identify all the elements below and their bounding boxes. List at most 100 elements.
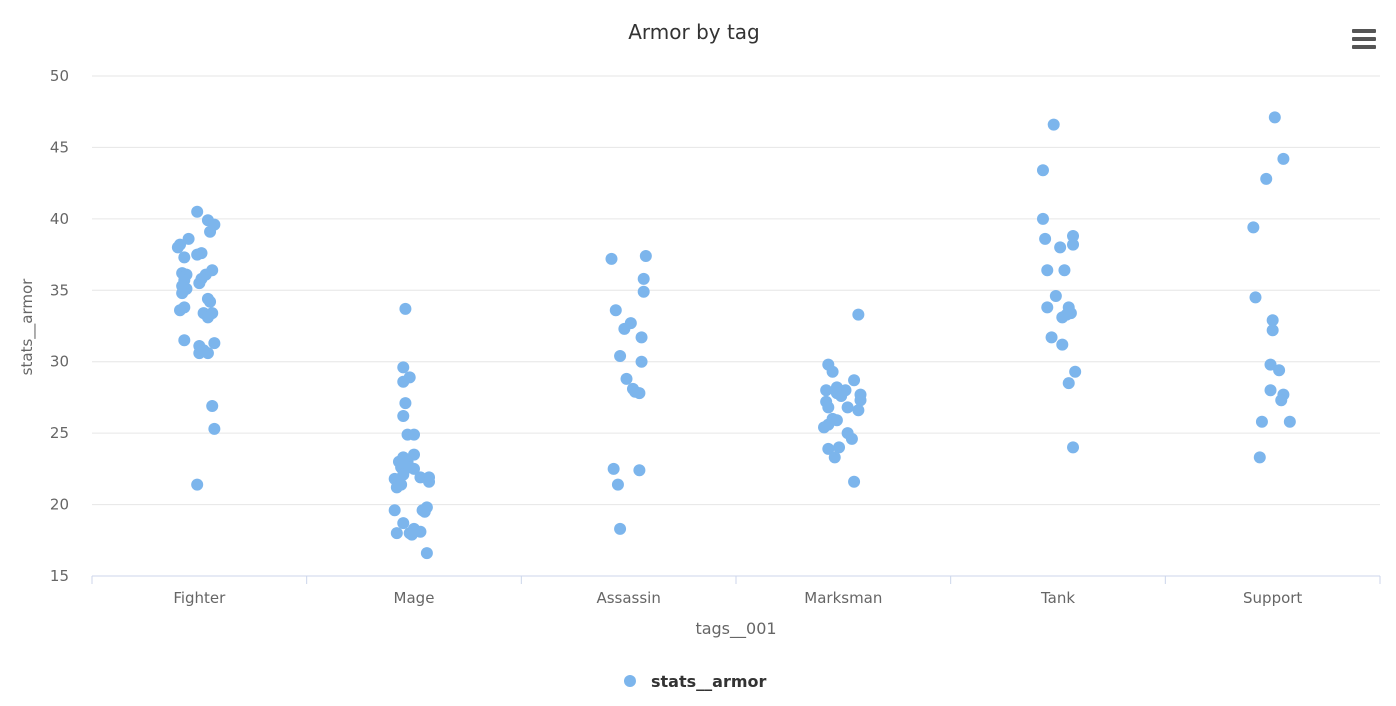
data-point[interactable] — [1067, 230, 1080, 242]
data-point[interactable] — [820, 384, 833, 397]
data-point[interactable] — [1260, 172, 1273, 185]
data-point[interactable] — [388, 504, 401, 517]
data-point[interactable] — [1266, 324, 1279, 337]
data-point[interactable] — [1067, 238, 1080, 251]
data-point[interactable] — [397, 375, 410, 388]
legend-marker — [624, 675, 636, 687]
data-point[interactable] — [206, 400, 219, 412]
data-point[interactable] — [399, 397, 412, 410]
data-point[interactable] — [174, 304, 187, 317]
grid-lines — [92, 75, 1380, 506]
data-point[interactable] — [1056, 311, 1069, 324]
data-point[interactable] — [191, 248, 204, 261]
data-point[interactable] — [204, 295, 217, 308]
data-point[interactable] — [1047, 118, 1060, 131]
data-point[interactable] — [637, 285, 650, 298]
data-point[interactable] — [191, 205, 204, 218]
data-point[interactable] — [420, 547, 433, 560]
data-point[interactable] — [611, 478, 624, 491]
data-point[interactable] — [828, 451, 841, 464]
data-point[interactable] — [1069, 365, 1082, 378]
data-point[interactable] — [835, 390, 848, 402]
data-point[interactable] — [635, 355, 648, 368]
data-point[interactable] — [1266, 314, 1279, 327]
data-point[interactable] — [390, 527, 403, 540]
data-point[interactable] — [822, 401, 835, 414]
data-point[interactable] — [1253, 451, 1266, 464]
data-point[interactable] — [1264, 384, 1277, 397]
data-point[interactable] — [852, 404, 865, 417]
data-point[interactable] — [639, 250, 652, 262]
data-point[interactable] — [1041, 301, 1054, 314]
data-point[interactable] — [405, 528, 418, 541]
data-point[interactable] — [390, 481, 403, 494]
data-point[interactable] — [1041, 264, 1054, 277]
data-point[interactable] — [633, 387, 646, 400]
data-point[interactable] — [397, 410, 410, 422]
data-point[interactable] — [208, 337, 221, 350]
data-point[interactable] — [178, 334, 191, 347]
data-point[interactable] — [1249, 291, 1262, 304]
x-tick-label: Marksman — [804, 589, 882, 607]
data-point[interactable] — [178, 251, 191, 264]
data-point[interactable] — [1273, 364, 1286, 377]
data-point[interactable] — [399, 302, 412, 315]
data-point[interactable] — [1058, 264, 1071, 277]
data-point[interactable] — [822, 442, 835, 455]
data-point[interactable] — [418, 505, 431, 518]
data-point[interactable] — [620, 372, 633, 385]
data-point[interactable] — [397, 361, 410, 374]
data-point[interactable] — [193, 277, 206, 290]
data-point[interactable] — [605, 252, 618, 265]
data-point[interactable] — [833, 441, 846, 454]
data-point[interactable] — [848, 475, 861, 488]
data-point[interactable] — [1275, 394, 1288, 407]
data-point[interactable] — [607, 462, 620, 475]
data-point[interactable] — [609, 304, 622, 317]
data-point[interactable] — [408, 462, 420, 475]
data-point[interactable] — [1283, 415, 1296, 428]
data-point[interactable] — [614, 522, 627, 535]
data-point[interactable] — [193, 347, 206, 360]
data-point[interactable] — [1067, 441, 1080, 454]
data-point[interactable] — [1264, 358, 1277, 371]
data-point[interactable] — [1045, 331, 1058, 344]
data-point[interactable] — [852, 308, 865, 321]
data-point[interactable] — [845, 432, 858, 445]
data-point[interactable] — [1036, 212, 1049, 225]
data-point[interactable] — [423, 475, 436, 488]
data-point[interactable] — [208, 422, 221, 435]
data-point[interactable] — [1062, 377, 1075, 390]
data-point[interactable] — [191, 478, 204, 491]
data-point[interactable] — [826, 365, 839, 378]
data-point[interactable] — [1277, 152, 1290, 165]
data-point[interactable] — [1054, 241, 1067, 254]
hamburger-menu-icon[interactable] — [1346, 24, 1380, 56]
data-point[interactable] — [1049, 290, 1062, 302]
data-point[interactable] — [635, 331, 648, 344]
data-point[interactable] — [397, 517, 410, 530]
data-point[interactable] — [614, 350, 627, 362]
data-point[interactable] — [176, 287, 189, 300]
data-point[interactable] — [171, 241, 184, 254]
data-point[interactable] — [1247, 221, 1260, 234]
data-point[interactable] — [1255, 415, 1268, 428]
legend[interactable]: stats__armor — [624, 672, 766, 691]
data-point[interactable] — [848, 374, 861, 387]
data-point[interactable] — [618, 322, 631, 335]
data-point[interactable] — [854, 394, 867, 407]
data-point[interactable] — [204, 225, 217, 238]
data-point[interactable] — [818, 421, 831, 434]
y-tick-label: 15 — [50, 567, 69, 585]
data-point[interactable] — [1056, 338, 1069, 351]
data-point[interactable] — [1268, 111, 1281, 124]
data-point[interactable] — [1036, 164, 1049, 177]
data-point[interactable] — [408, 428, 420, 441]
data-point[interactable] — [201, 311, 214, 324]
data-point[interactable] — [637, 272, 650, 285]
data-point[interactable] — [633, 464, 646, 477]
data-point[interactable] — [201, 347, 214, 360]
data-point[interactable] — [182, 232, 195, 245]
data-point[interactable] — [841, 401, 854, 414]
data-point[interactable] — [1039, 232, 1052, 245]
